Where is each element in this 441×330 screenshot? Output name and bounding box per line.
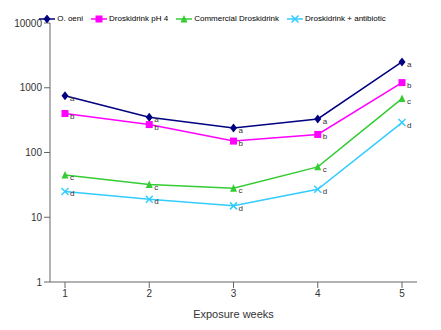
svg-text:a: a: [154, 115, 159, 125]
svg-text:d: d: [70, 189, 74, 198]
svg-text:c: c: [154, 183, 158, 192]
svg-text:d: d: [323, 187, 327, 196]
svg-text:3: 3: [231, 288, 237, 299]
svg-text:c: c: [239, 186, 243, 195]
svg-text:a: a: [407, 60, 412, 69]
svg-text:a: a: [323, 117, 328, 126]
svg-text:c: c: [407, 97, 411, 106]
svg-text:c: c: [323, 165, 327, 174]
svg-text:c: c: [70, 173, 74, 182]
svg-text:1: 1: [62, 288, 68, 299]
svg-text:1000: 1000: [20, 82, 43, 93]
svg-text:b: b: [239, 139, 244, 148]
html-text:Commercial Droskidrink: Commercial Droskidrink: [194, 14, 280, 23]
svg-text:d: d: [407, 121, 411, 130]
svg-text:b: b: [407, 81, 412, 90]
svg-text:d: d: [154, 197, 158, 206]
svg-text:Exposure weeks: Exposure weeks: [193, 308, 274, 320]
html-text:Droskidrink pH 4: Droskidrink pH 4: [109, 14, 169, 23]
svg-text:100: 100: [25, 147, 42, 158]
svg-text:b: b: [70, 112, 75, 121]
svg-text:2: 2: [146, 288, 152, 299]
html-text:O. oeni: O. oeni: [57, 14, 83, 23]
svg-text:a: a: [70, 94, 75, 103]
svg-text:b: b: [154, 123, 159, 132]
svg-text:b: b: [323, 132, 328, 141]
svg-text:10: 10: [31, 212, 43, 223]
svg-text:d: d: [239, 204, 243, 213]
svg-text:4: 4: [315, 288, 321, 299]
html-text:Droskidrink + antibiotic: Droskidrink + antibiotic: [305, 14, 386, 23]
svg-text:10000: 10000: [14, 18, 42, 29]
svg-text:5: 5: [399, 288, 405, 299]
svg-text:a: a: [239, 126, 244, 135]
svg-text:1: 1: [36, 277, 42, 288]
